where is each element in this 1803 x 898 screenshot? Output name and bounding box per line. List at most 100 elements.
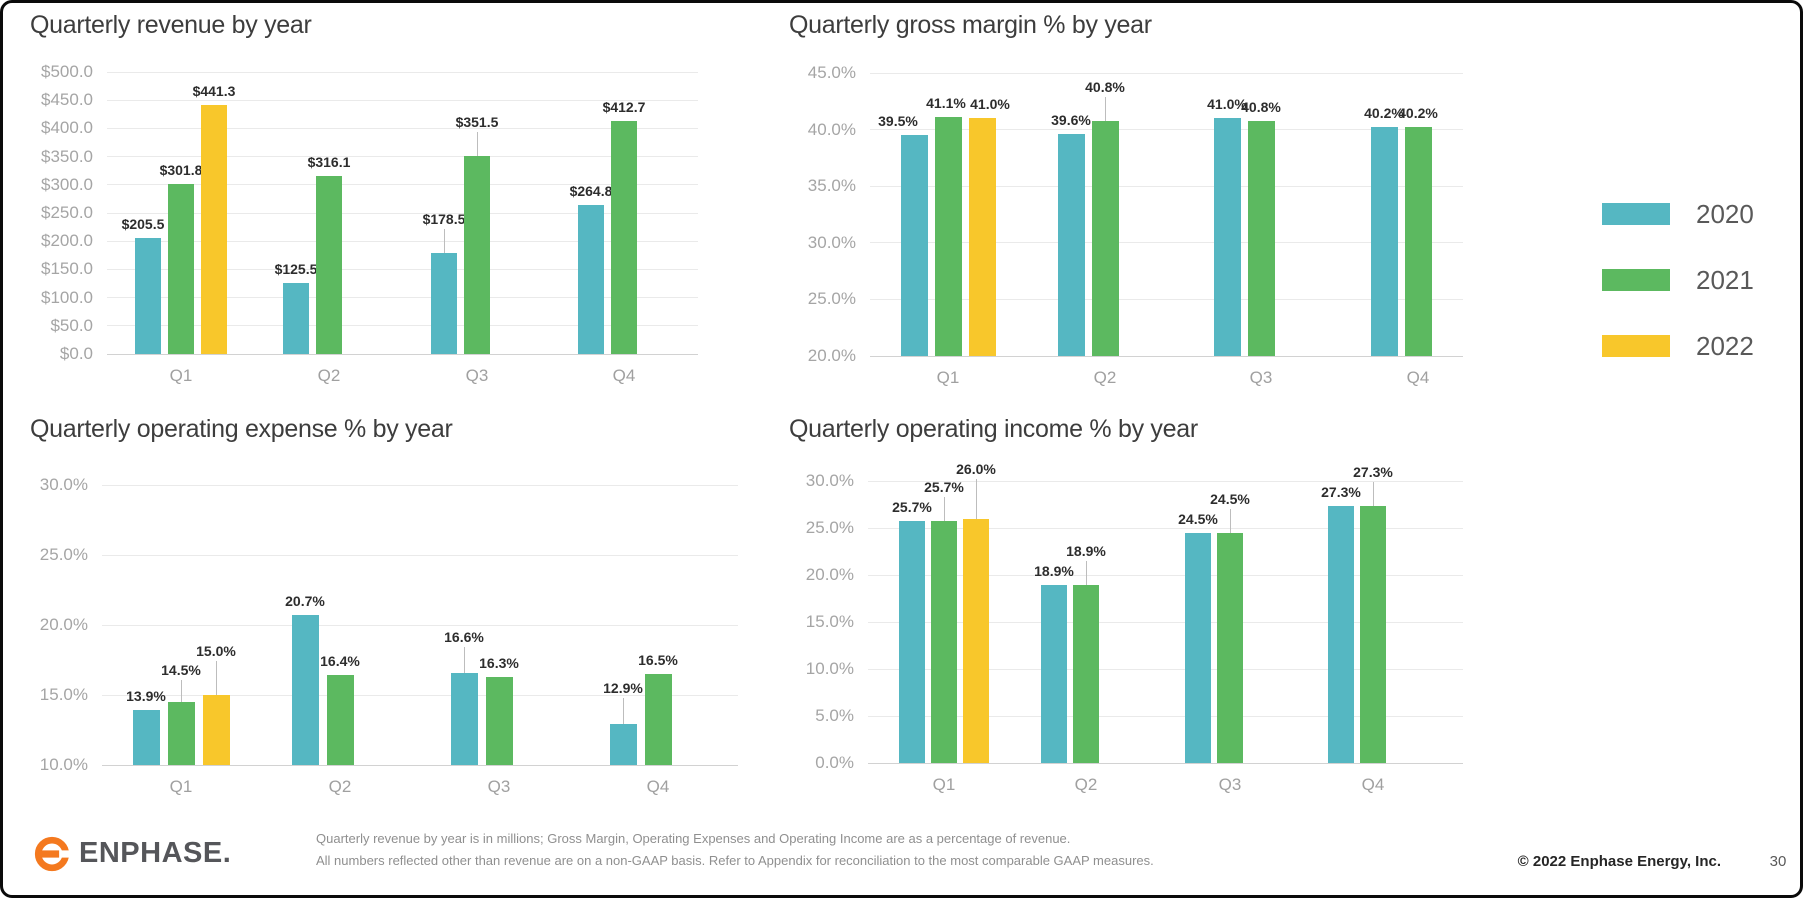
bar-label-2020-Q4: 27.3% [1321, 484, 1361, 501]
gridline-0 [868, 762, 1463, 764]
bar-label-2021-Q2: 16.4% [320, 653, 360, 670]
bar-label-2020-Q1: 39.5% [878, 113, 918, 130]
label-leader-2021-Q1 [944, 497, 945, 522]
gridline-30 [868, 480, 1463, 482]
x-label-Q3: Q3 [1218, 775, 1242, 794]
bar-label-2020-Q3: 16.6% [444, 628, 484, 645]
label-leader-2021-Q1 [181, 680, 182, 702]
x-label-Q1: Q1 [169, 366, 193, 385]
label-leader-2022-Q1 [216, 661, 217, 695]
gridline-20 [102, 624, 738, 626]
bar-label-2021-Q3: $351.5 [455, 113, 499, 130]
gridline-15 [868, 621, 1463, 623]
y-tick-5: 5.0% [815, 706, 854, 725]
bar-label-2021-Q2: 40.8% [1085, 78, 1125, 95]
bar-label-2021-Q3: 24.5% [1210, 490, 1250, 507]
bar-2021-Q2 [326, 675, 354, 765]
legend-swatch-2020 [1602, 203, 1670, 225]
gridline-20 [868, 574, 1463, 576]
label-leader-2021-Q3 [1230, 508, 1231, 533]
y-tick-150: $150.0 [41, 259, 93, 279]
y-tick-30: 30.0% [805, 471, 854, 490]
gridline-50 [107, 325, 698, 327]
chart-quarterly-operating-expense: Quarterly operating expense % by year 30.… [3, 3, 1800, 895]
bar-2021-Q1 [167, 702, 195, 765]
bar-label-2020-Q2: 39.6% [1051, 112, 1091, 129]
bar-2020-Q2 [1041, 585, 1067, 763]
bar-2022-Q1 [202, 695, 230, 765]
bar-2020-Q2 [283, 283, 309, 354]
copyright-text: © 2022 Enphase Energy, Inc. [1517, 853, 1721, 870]
bar-2020-Q4 [609, 724, 637, 765]
bar-label-2020-Q4: 12.9% [603, 680, 643, 697]
bar-2021-Q4 [611, 121, 637, 354]
legend-item-2021: 2021 [1602, 265, 1754, 295]
bar-label-2022-Q1: 41.0% [970, 96, 1010, 113]
bar-label-2020-Q2: $125.5 [274, 261, 318, 278]
x-label-Q1: Q1 [169, 777, 193, 796]
bar-label-2021-Q4: 40.2% [1398, 105, 1438, 122]
y-tick-350: $350.0 [41, 146, 93, 166]
gridline-45 [870, 72, 1463, 74]
gridline-450 [107, 99, 698, 101]
bar-2021-Q2 [316, 175, 342, 354]
x-label-Q2: Q2 [328, 777, 352, 796]
legend-label-2021: 2021 [1696, 264, 1754, 295]
bar-label-2021-Q2: $316.1 [307, 153, 351, 170]
x-label-Q3: Q3 [465, 366, 489, 385]
label-leader-2020-Q3 [464, 646, 465, 673]
gridline-350 [107, 156, 698, 158]
y-tick-20: 20.0% [805, 565, 854, 584]
bar-2021-Q4 [1360, 506, 1386, 763]
bar-label-2021-Q4: 27.3% [1353, 464, 1393, 481]
gridline-100 [107, 297, 698, 299]
bar-2021-Q3 [485, 676, 513, 765]
chart-quarterly-gross-margin: Quarterly gross margin % by year 45.0% 40.… [3, 3, 1800, 895]
bar-label-2021-Q1: 25.7% [924, 479, 964, 496]
x-label-Q2: Q2 [317, 366, 341, 385]
label-leader-2020-Q3 [444, 229, 445, 254]
bar-label-2021-Q3: 16.3% [479, 654, 519, 671]
gridline-500 [107, 71, 698, 73]
y-tick-15: 15.0% [39, 685, 88, 704]
x-label-Q4: Q4 [1406, 368, 1430, 387]
x-label-Q4: Q4 [1361, 775, 1385, 794]
y-tick-25: 25.0% [807, 289, 856, 309]
bar-label-2020-Q3: 24.5% [1178, 510, 1218, 527]
label-leader-2020-Q4 [623, 698, 624, 725]
gridline-200 [107, 240, 698, 242]
gridline-30 [870, 242, 1463, 244]
bar-label-2020-Q1: 13.9% [126, 688, 166, 705]
gridline-30 [102, 484, 738, 486]
enphase-wordmark: ENPHASE. [79, 837, 232, 869]
bar-label-2020-Q2: 20.7% [285, 593, 325, 610]
bar-2020-Q1 [132, 710, 160, 765]
bar-2022-Q1 [968, 118, 996, 356]
y-tick-300: $300.0 [41, 174, 93, 194]
bar-2020-Q3 [450, 672, 478, 765]
y-tick-30: 30.0% [807, 232, 856, 252]
gridline-25 [102, 554, 738, 556]
footnote-line-1: Quarterly revenue by year is in millions… [316, 831, 1071, 846]
chart-quarterly-operating-income: Quarterly operating income % by year 30.0… [3, 3, 1800, 895]
y-tick-45: 45.0% [807, 63, 856, 82]
y-tick-250: $250.0 [41, 203, 93, 222]
x-label-Q1: Q1 [936, 368, 960, 387]
chart-title: Quarterly gross margin % by year [789, 11, 1152, 39]
bar-2020-Q3 [1185, 532, 1211, 763]
gridline-40 [870, 129, 1463, 131]
y-tick-0: $0.0 [59, 344, 93, 363]
bar-2020-Q2 [291, 615, 319, 765]
gridline-300 [107, 184, 698, 186]
legend-item-2020: 2020 [1602, 199, 1754, 229]
y-tick-100: $100.0 [41, 287, 93, 307]
footer: ENPHASE. Quarterly revenue by year is in… [3, 815, 1800, 892]
label-leader-2021-Q3 [477, 131, 478, 156]
bar-label-2020-Q2: 18.9% [1034, 563, 1074, 580]
label-leader-2021-Q2 [1105, 96, 1106, 121]
gridline-35 [870, 185, 1463, 187]
bar-2020-Q2 [1057, 134, 1085, 356]
bar-label-2021-Q4: 16.5% [638, 652, 678, 668]
y-tick-500: $500.0 [41, 62, 93, 81]
